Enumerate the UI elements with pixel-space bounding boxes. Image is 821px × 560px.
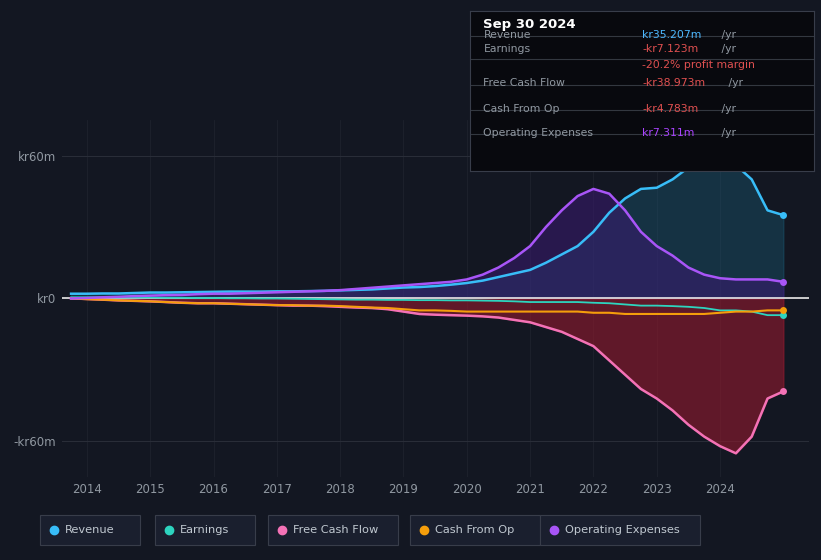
Text: /yr: /yr	[718, 128, 736, 138]
Text: -20.2% profit margin: -20.2% profit margin	[642, 60, 754, 70]
Text: Cash From Op: Cash From Op	[484, 104, 560, 114]
Text: Operating Expenses: Operating Expenses	[484, 128, 594, 138]
Text: /yr: /yr	[718, 44, 736, 54]
FancyBboxPatch shape	[410, 515, 540, 545]
Text: /yr: /yr	[725, 78, 743, 88]
Text: /yr: /yr	[718, 104, 736, 114]
Text: Earnings: Earnings	[180, 525, 229, 535]
Text: Sep 30 2024: Sep 30 2024	[484, 18, 576, 31]
Text: Free Cash Flow: Free Cash Flow	[293, 525, 378, 535]
Text: Cash From Op: Cash From Op	[435, 525, 515, 535]
Text: -kr38.973m: -kr38.973m	[642, 78, 705, 88]
FancyBboxPatch shape	[155, 515, 255, 545]
Text: /yr: /yr	[718, 30, 736, 40]
Text: -kr4.783m: -kr4.783m	[642, 104, 699, 114]
Text: Revenue: Revenue	[65, 525, 115, 535]
Text: Revenue: Revenue	[484, 30, 531, 40]
Text: kr7.311m: kr7.311m	[642, 128, 695, 138]
FancyBboxPatch shape	[40, 515, 140, 545]
Text: Earnings: Earnings	[484, 44, 530, 54]
FancyBboxPatch shape	[268, 515, 398, 545]
Text: -kr7.123m: -kr7.123m	[642, 44, 699, 54]
Text: Operating Expenses: Operating Expenses	[565, 525, 680, 535]
Text: Free Cash Flow: Free Cash Flow	[484, 78, 566, 88]
Text: kr35.207m: kr35.207m	[642, 30, 701, 40]
FancyBboxPatch shape	[540, 515, 700, 545]
